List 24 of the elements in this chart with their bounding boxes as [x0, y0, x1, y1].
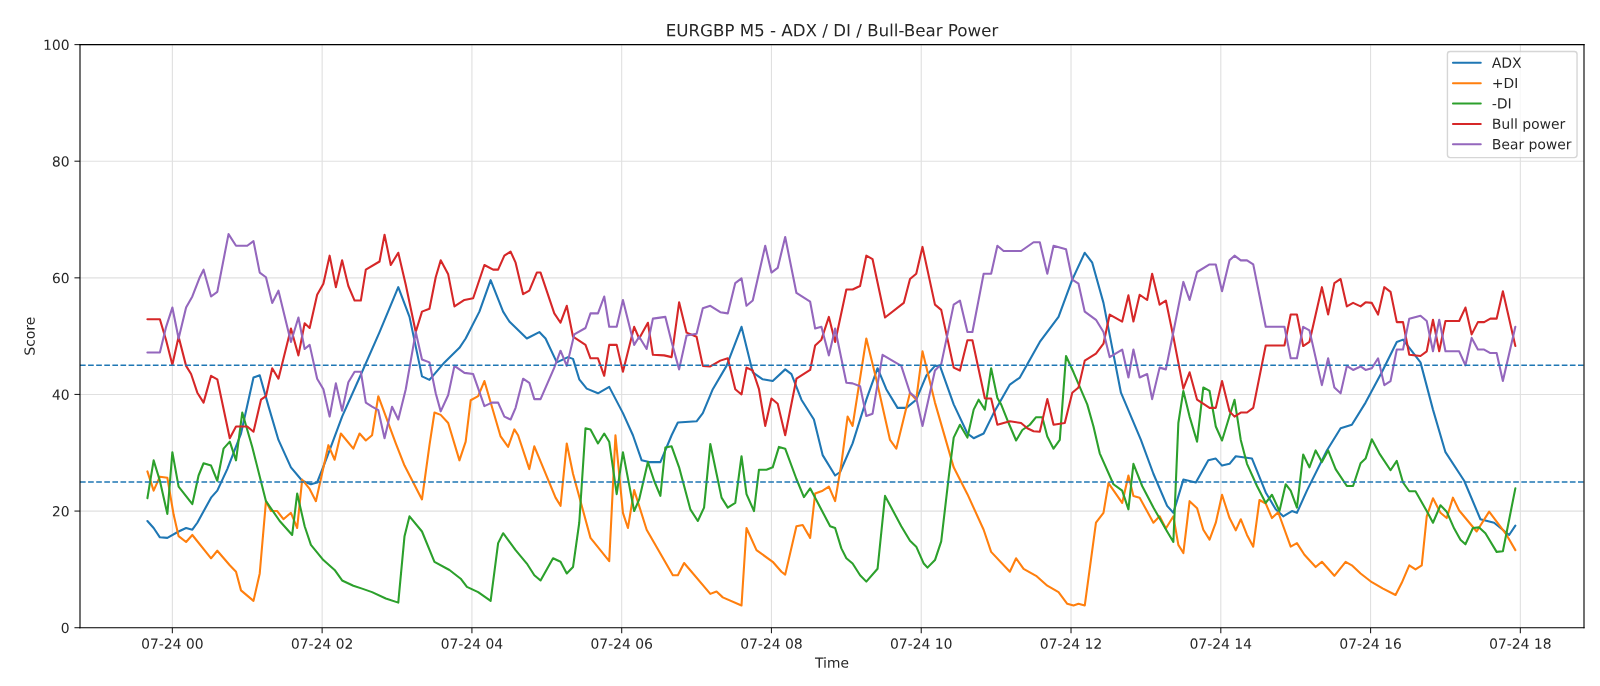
y-tick-label: 40 — [52, 389, 69, 400]
x-tick-label: 07-24 04 — [441, 638, 503, 649]
x-tick-label: 07-24 00 — [142, 638, 203, 649]
y-tick-label: 20 — [52, 506, 69, 517]
x-tick-label: 07-24 18 — [1490, 638, 1551, 649]
x-tick-label: 07-24 12 — [1040, 638, 1101, 649]
x-tick-label: 07-24 16 — [1340, 638, 1401, 649]
legend-label: +DI — [1493, 77, 1517, 89]
x-tick-label: 07-24 14 — [1190, 638, 1252, 649]
y-axis-title: Score — [24, 317, 35, 355]
legend-label: Bull power — [1493, 118, 1566, 132]
x-axis-title: Time — [814, 657, 849, 668]
x-tick-label: 07-24 06 — [591, 638, 653, 649]
chart-title: EURGBP M5 - ADX / DI / Bull-Bear Power — [667, 23, 999, 38]
y-tick-label: 100 — [44, 39, 69, 51]
y-tick-label: 0 — [61, 622, 69, 634]
legend-label: Bear power — [1493, 139, 1572, 153]
legend-label: ADX — [1491, 57, 1522, 68]
y-tick-label: 80 — [52, 156, 69, 167]
legend-label: -DI — [1492, 98, 1511, 109]
y-tick-label: 60 — [52, 272, 69, 284]
x-tick-label: 07-24 02 — [291, 638, 352, 649]
x-tick-label: 07-24 08 — [741, 638, 802, 649]
x-tick-label: 07-24 10 — [890, 638, 952, 649]
